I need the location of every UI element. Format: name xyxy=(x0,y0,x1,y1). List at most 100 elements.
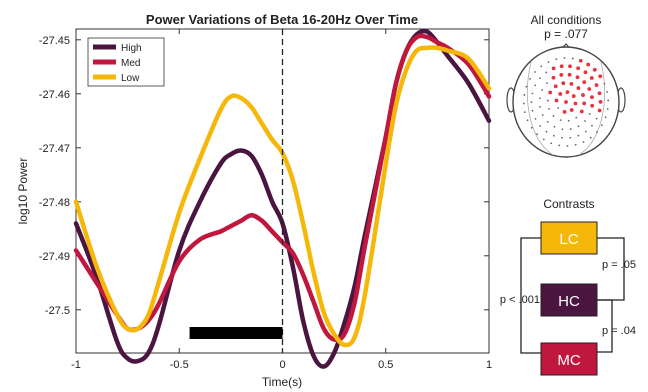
scalp-contour-left xyxy=(526,61,554,156)
electrode xyxy=(558,144,561,147)
y-tick-label: -27.45 xyxy=(39,35,70,47)
electrode-significant xyxy=(579,109,584,114)
electrode-significant xyxy=(551,66,556,71)
electrode xyxy=(541,114,544,116)
electrode xyxy=(552,115,555,117)
electrode xyxy=(522,102,525,105)
contrast-label-hc: HC xyxy=(558,293,580,310)
electrode xyxy=(604,116,607,119)
electrode xyxy=(571,57,574,60)
electrode-significant xyxy=(594,83,599,88)
electrode-significant xyxy=(559,73,564,77)
contrast-box-hc xyxy=(540,283,598,317)
electrode-significant xyxy=(561,81,566,86)
electrode-significant xyxy=(598,99,603,104)
electrode-significant xyxy=(564,100,568,104)
electrode-significant xyxy=(597,91,602,96)
electrode xyxy=(563,57,566,59)
electrode xyxy=(530,126,533,129)
electrode xyxy=(595,117,598,120)
x-tick-label: 0.5 xyxy=(378,359,393,371)
electrode-significant xyxy=(571,94,576,98)
electrode xyxy=(542,138,545,141)
electrode xyxy=(566,145,569,147)
electrode xyxy=(567,119,570,122)
electrode xyxy=(534,71,536,73)
electrode xyxy=(536,133,539,136)
electrode xyxy=(606,108,609,110)
electrode xyxy=(601,124,603,127)
x-tick-label: -0.5 xyxy=(170,359,189,371)
electrode xyxy=(545,130,548,133)
contrast-bracket-right-bottom xyxy=(597,299,613,353)
series-line-low xyxy=(73,45,492,348)
electrode xyxy=(584,120,586,122)
electrode xyxy=(540,65,543,68)
electrode xyxy=(569,136,572,139)
electrode xyxy=(584,130,587,133)
electrode xyxy=(603,82,606,85)
electrode xyxy=(588,113,591,115)
electrode-significant xyxy=(567,72,572,77)
series-lines xyxy=(73,28,492,369)
x-axis: -1 -0.5 0 0.5 1 xyxy=(71,29,492,371)
electrode xyxy=(539,125,542,127)
electrode-significant xyxy=(559,64,564,69)
electrode xyxy=(550,142,553,145)
y-axis-label: log10 Power xyxy=(16,158,30,225)
electrode xyxy=(525,85,528,88)
contrast-p-left: p < .001 xyxy=(500,294,540,306)
electrode xyxy=(545,71,548,74)
electrode xyxy=(538,97,541,100)
legend-label-med: Med xyxy=(121,58,140,69)
electrode xyxy=(541,89,544,91)
electrode-significant xyxy=(562,109,567,114)
electrode-significant xyxy=(576,86,581,90)
electrode xyxy=(569,128,572,130)
topomap-panel: All conditions p = .077 xyxy=(506,13,626,158)
scalp-contour-right xyxy=(578,61,606,156)
series-line-med xyxy=(73,33,492,343)
significance-bar xyxy=(189,327,283,339)
electrode xyxy=(548,108,550,110)
electrode xyxy=(534,117,537,120)
electrode xyxy=(539,77,541,80)
y-tick-label: -27.49 xyxy=(39,251,70,263)
x-tick-label: -1 xyxy=(71,359,81,371)
electrode xyxy=(557,107,560,109)
electrode-significant xyxy=(575,75,580,80)
electrode-significant xyxy=(554,98,559,103)
electrode xyxy=(561,136,563,139)
electrode xyxy=(596,131,598,133)
legend-label-high: High xyxy=(121,43,142,54)
main-chart: Power Variations of Beta 16-20Hz Over Ti… xyxy=(16,12,492,389)
contrasts-panel: Contrasts LC HC MC p < .001 p = .05 p = … xyxy=(500,197,636,376)
contrast-label-lc: LC xyxy=(559,231,578,248)
y-tick-label: -27.5 xyxy=(45,305,70,317)
electrode-significant xyxy=(568,64,572,69)
electrode-significant xyxy=(578,58,583,63)
electrode xyxy=(547,61,550,63)
electrode xyxy=(526,119,529,122)
x-axis-label: Time(s) xyxy=(262,375,302,389)
electrode-significant xyxy=(551,75,556,80)
electrode-significant xyxy=(592,67,597,72)
electrode-significant xyxy=(589,76,594,80)
electrode xyxy=(589,136,592,139)
y-tick-label: -27.47 xyxy=(39,143,70,155)
legend: High Med Low xyxy=(87,37,165,87)
electrode xyxy=(529,77,531,80)
electrode-significant xyxy=(573,101,578,106)
electrode-significant xyxy=(590,103,595,108)
electrode xyxy=(530,101,533,104)
electrode xyxy=(607,99,610,102)
electrode-significant xyxy=(582,101,587,106)
y-tick-label: -27.46 xyxy=(39,89,70,101)
electrode xyxy=(577,134,580,137)
electrode xyxy=(552,134,555,137)
electrode-significant xyxy=(576,66,581,71)
x-tick-label: 0 xyxy=(279,359,285,371)
electrode-significant xyxy=(548,90,553,95)
electrode xyxy=(559,119,562,122)
